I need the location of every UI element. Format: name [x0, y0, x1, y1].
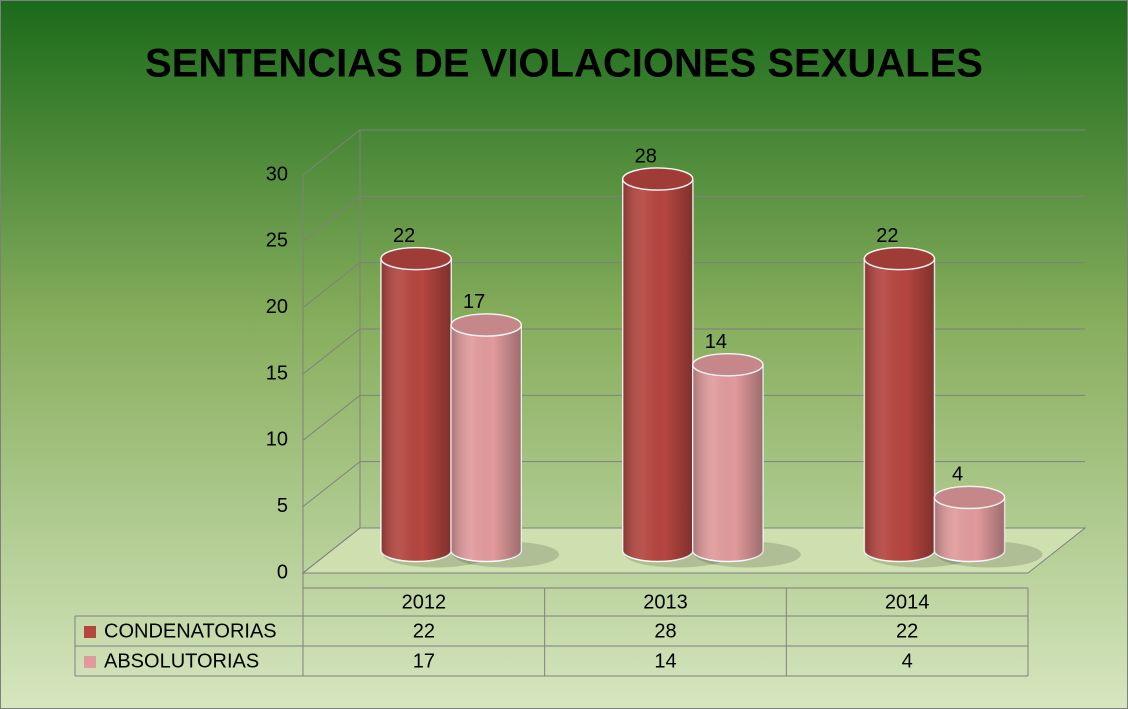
bar-top-shading — [451, 313, 522, 336]
bar-shading — [934, 497, 1005, 562]
y-tick-label: 25 — [266, 230, 288, 252]
data-label: 17 — [463, 291, 485, 313]
legend-swatch — [84, 626, 96, 638]
data-label: 22 — [393, 225, 415, 247]
table-cell: 14 — [654, 650, 676, 672]
table-cell: 28 — [654, 620, 676, 642]
bar-top-shading — [934, 486, 1005, 509]
y-tick-label: 15 — [266, 362, 288, 384]
y-tick-label: 5 — [277, 495, 288, 517]
legend-label: ABSOLUTORIAS — [104, 650, 259, 672]
side-grid-line — [302, 394, 361, 441]
y-tick-label: 20 — [266, 296, 288, 318]
data-label: 4 — [952, 464, 963, 486]
bar-top — [933, 485, 1006, 510]
bar-top — [622, 167, 694, 191]
legend-label: CONDENATORIAS — [104, 620, 277, 642]
bar-top — [380, 246, 452, 271]
bar-top — [863, 246, 936, 271]
x-tick-label: 2012 — [402, 591, 447, 613]
bar-top-shading — [381, 247, 452, 270]
bar-top-shading — [622, 168, 693, 191]
y-tick-label: 0 — [277, 561, 288, 583]
bar-shading — [622, 179, 693, 562]
bar-shading — [692, 364, 763, 562]
data-label: 22 — [876, 225, 898, 247]
table-cell: 4 — [902, 650, 913, 672]
bar-shading — [864, 258, 935, 562]
side-grid-line — [302, 527, 361, 574]
bar-shading — [381, 258, 452, 562]
x-tick-label: 2013 — [643, 591, 688, 613]
bar-top-shading — [864, 247, 935, 270]
data-label: 28 — [635, 145, 657, 167]
bar-top-shading — [692, 353, 763, 376]
table-cell: 17 — [413, 650, 435, 672]
side-grid-line — [302, 262, 361, 309]
side-grid-line — [302, 461, 361, 508]
table-cell: 22 — [413, 620, 435, 642]
x-tick-label: 2014 — [885, 591, 930, 613]
chart-title: SENTENCIAS DE VIOLACIONES SEXUALES — [145, 42, 983, 86]
bar-shading — [451, 324, 522, 562]
legend-swatch — [84, 656, 96, 668]
side-grid-line — [302, 195, 361, 242]
y-tick-label: 10 — [266, 429, 288, 451]
bar-top — [692, 353, 764, 377]
bar-top — [450, 313, 522, 337]
data-label: 14 — [705, 331, 727, 353]
side-grid-line — [302, 129, 361, 176]
table-cell: 22 — [896, 620, 918, 642]
y-tick-label: 30 — [266, 163, 288, 185]
side-grid-line — [302, 328, 361, 375]
